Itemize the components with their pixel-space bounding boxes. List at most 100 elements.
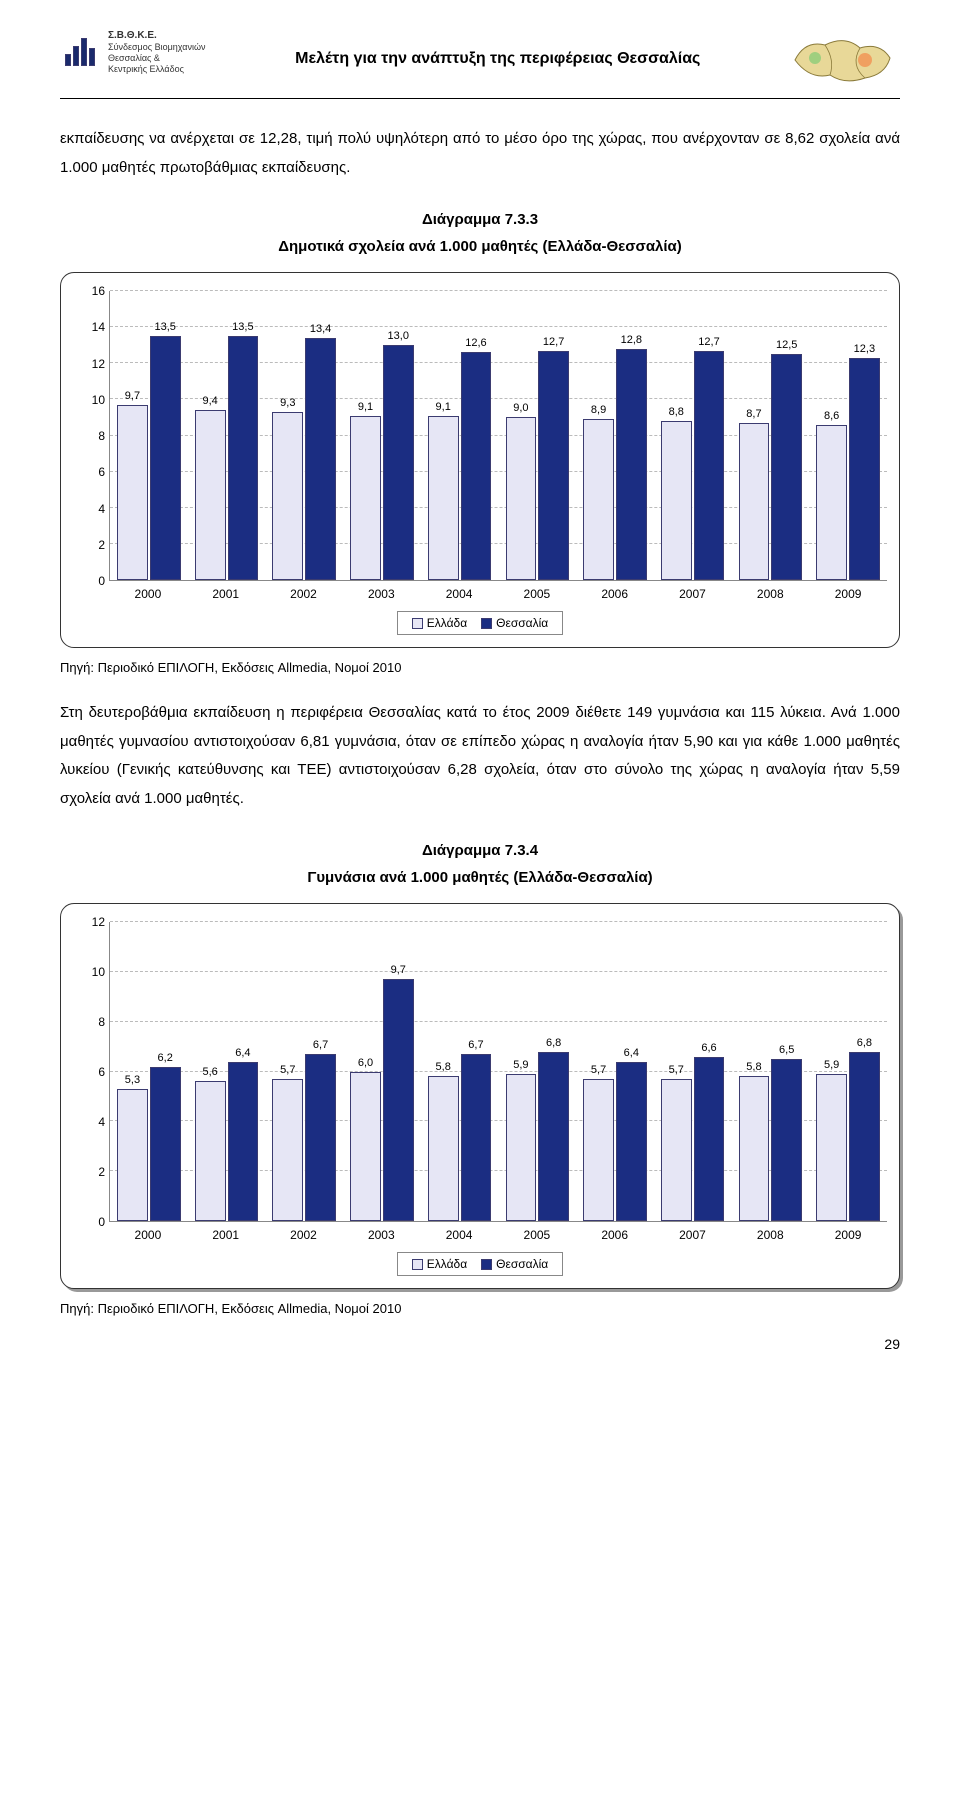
bar-group: 5,96,8 bbox=[813, 922, 883, 1221]
bar-value-label: 5,8 bbox=[746, 1061, 761, 1073]
chart2-legend: Ελλάδα Θεσσαλία bbox=[73, 1252, 887, 1276]
x-tick: 2007 bbox=[657, 1228, 727, 1242]
header-rule bbox=[60, 98, 900, 99]
bar: 12,5 bbox=[771, 354, 802, 580]
y-tick: 0 bbox=[98, 1215, 105, 1229]
legend-swatch-b2 bbox=[481, 1259, 492, 1270]
bar-value-label: 12,3 bbox=[854, 343, 875, 355]
map-icon bbox=[790, 30, 900, 90]
bar-group: 9,1 13,0 bbox=[347, 291, 417, 580]
bar: 6,6 bbox=[694, 1057, 725, 1221]
bar: 12,3 bbox=[849, 358, 880, 580]
bar-value-label: 9,7 bbox=[391, 964, 406, 976]
bar-value-label: 5,6 bbox=[202, 1066, 217, 1078]
source-1: Πηγή: Περιοδικό ΕΠΙΛΟΓΗ, Εκδόσεις Allmed… bbox=[60, 660, 900, 675]
bar-value-label: 6,4 bbox=[235, 1047, 250, 1059]
y-tick: 10 bbox=[92, 393, 105, 407]
caption-1: Διάγραμμα 7.3.3 Δημοτικά σχολεία ανά 1.0… bbox=[60, 206, 900, 260]
header: Σ.Β.Θ.Κ.Ε. Σύνδεσμος Βιομηχανιών Θεσσαλί… bbox=[60, 30, 900, 98]
bar-value-label: 6,8 bbox=[857, 1037, 872, 1049]
bar: 6,8 bbox=[849, 1052, 880, 1221]
bar-value-label: 6,0 bbox=[358, 1057, 373, 1069]
y-tick: 4 bbox=[98, 502, 105, 516]
chart1-plot: 9,713,59,413,59,313,49,113,09,112,69,012… bbox=[109, 291, 887, 581]
x-tick: 2009 bbox=[813, 587, 883, 601]
bar: 5,9 bbox=[506, 1074, 537, 1221]
paragraph-1: εκπαίδευσης να ανέρχεται σε 12,28, τιμή … bbox=[60, 125, 900, 182]
bar-value-label: 6,2 bbox=[158, 1052, 173, 1064]
bar: 12,8 bbox=[616, 349, 647, 580]
bar-value-label: 8,9 bbox=[591, 404, 606, 416]
org-line2: Θεσσαλίας & bbox=[108, 53, 206, 64]
bar-value-label: 9,1 bbox=[436, 401, 451, 413]
bar-value-label: 9,4 bbox=[202, 395, 217, 407]
bar: 9,7 bbox=[383, 979, 414, 1221]
bar-group: 5,3 6,2 bbox=[114, 922, 184, 1221]
bar-value-label: 5,7 bbox=[669, 1064, 684, 1076]
x-tick: 2008 bbox=[735, 587, 805, 601]
bar-value-label: 5,3 bbox=[125, 1074, 140, 1086]
bar: 9,4 bbox=[195, 410, 226, 580]
bar-group: 9,1 12,6 bbox=[425, 291, 495, 580]
bar-group: 8,812,7 bbox=[658, 291, 728, 580]
bar-value-label: 13,5 bbox=[154, 321, 175, 333]
bar: 6,0 bbox=[350, 1072, 381, 1222]
bar: 5,3 bbox=[117, 1089, 148, 1221]
bar-value-label: 13,0 bbox=[388, 330, 409, 342]
bar: 5,7 bbox=[661, 1079, 692, 1221]
y-tick: 14 bbox=[92, 320, 105, 334]
x-tick: 2004 bbox=[424, 587, 494, 601]
bar-group: 5,76,7 bbox=[269, 922, 339, 1221]
legend-label-b2: Θεσσαλία bbox=[496, 1257, 548, 1271]
x-tick: 2002 bbox=[268, 587, 338, 601]
bar: 9,1 bbox=[350, 416, 381, 580]
x-tick: 2002 bbox=[268, 1228, 338, 1242]
bar-group: 9,313,4 bbox=[269, 291, 339, 580]
bar-group: 5,76,6 bbox=[658, 922, 728, 1221]
bar: 8,6 bbox=[816, 425, 847, 580]
bar-value-label: 6,4 bbox=[624, 1047, 639, 1059]
bar-group: 6,09,7 bbox=[347, 922, 417, 1221]
bar-value-label: 5,9 bbox=[513, 1059, 528, 1071]
bar-value-label: 13,5 bbox=[232, 321, 253, 333]
bar-value-label: 8,6 bbox=[824, 410, 839, 422]
bar-value-label: 6,7 bbox=[313, 1039, 328, 1051]
bar: 12,6 bbox=[461, 352, 492, 580]
bar: 5,7 bbox=[583, 1079, 614, 1221]
header-title: Μελέτη για την ανάπτυξη της περιφέρειας … bbox=[206, 30, 790, 68]
bar: 9,0 bbox=[506, 417, 537, 580]
paragraph-2: Στη δευτεροβάθμια εκπαίδευση η περιφέρει… bbox=[60, 699, 900, 813]
bar: 6,7 bbox=[305, 1054, 336, 1221]
x-tick: 2000 bbox=[113, 587, 183, 601]
y-tick: 4 bbox=[98, 1115, 105, 1129]
bar: 12,7 bbox=[538, 351, 569, 580]
bar-group: 9,413,5 bbox=[192, 291, 262, 580]
bar-group: 9,713,5 bbox=[114, 291, 184, 580]
bar: 13,5 bbox=[228, 336, 259, 580]
x-tick: 2008 bbox=[735, 1228, 805, 1242]
caption-2b: Γυμνάσια ανά 1.000 μαθητές (Ελλάδα-Θεσσα… bbox=[307, 869, 652, 886]
bar: 5,7 bbox=[272, 1079, 303, 1221]
caption-2a: Διάγραμμα 7.3.4 bbox=[422, 842, 538, 859]
bar: 8,7 bbox=[739, 423, 770, 580]
bar-value-label: 12,5 bbox=[776, 339, 797, 351]
org-abbr: Σ.Β.Θ.Κ.Ε. bbox=[108, 30, 206, 42]
legend-swatch-a2 bbox=[412, 1259, 423, 1270]
chart-1: 0246810121416 9,713,59,413,59,313,49,113… bbox=[60, 272, 900, 648]
page: Σ.Β.Θ.Κ.Ε. Σύνδεσμος Βιομηχανιών Θεσσαλί… bbox=[0, 0, 960, 1392]
bar-value-label: 5,7 bbox=[591, 1064, 606, 1076]
bar: 6,8 bbox=[538, 1052, 569, 1221]
bar-value-label: 6,6 bbox=[701, 1042, 716, 1054]
x-tick: 2001 bbox=[191, 1228, 261, 1242]
chart1-legend: Ελλάδα Θεσσαλία bbox=[73, 611, 887, 635]
bar-value-label: 9,0 bbox=[513, 402, 528, 414]
chart-2: 024681012 5,36,25,66,45,76,76,09,75,86,7… bbox=[60, 903, 900, 1289]
bar-value-label: 6,8 bbox=[546, 1037, 561, 1049]
bar-group: 5,96,8 bbox=[502, 922, 572, 1221]
bar-value-label: 5,7 bbox=[280, 1064, 295, 1076]
bar-group: 5,7 6,4 bbox=[580, 922, 650, 1221]
y-tick: 6 bbox=[98, 465, 105, 479]
x-tick: 2003 bbox=[346, 1228, 416, 1242]
chart2-x-axis: 2000200120022003200420052006200720082009 bbox=[109, 1222, 887, 1242]
bar-value-label: 6,7 bbox=[468, 1039, 483, 1051]
